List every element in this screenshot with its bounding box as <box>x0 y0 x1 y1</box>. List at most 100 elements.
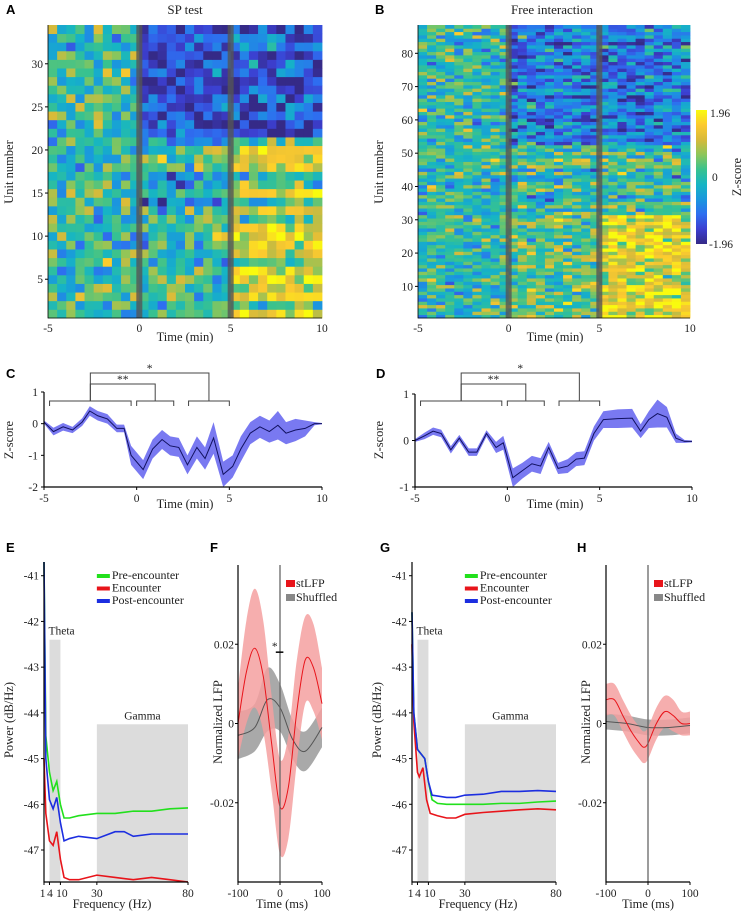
heatmap-cell <box>626 88 636 92</box>
heatmap-cell <box>508 171 519 176</box>
heatmap-cell <box>463 28 473 33</box>
heatmap-cell <box>230 300 241 310</box>
heatmap-cell <box>427 288 437 292</box>
heatmap-cell <box>436 314 446 319</box>
heatmap-cell <box>517 228 528 232</box>
heatmap-cell <box>436 288 446 292</box>
heatmap-cell <box>194 205 204 215</box>
heatmap-cell <box>48 128 58 138</box>
heatmap-cell <box>671 241 682 246</box>
heatmap-cell <box>157 292 168 302</box>
heatmap-cell <box>445 118 455 122</box>
heatmap-cell <box>185 231 195 241</box>
heatmap-cell <box>427 44 437 49</box>
heatmap-cell <box>644 274 655 279</box>
heatmap-cell <box>599 314 609 319</box>
heatmap-cell <box>148 119 158 129</box>
heatmap-cell <box>626 64 636 69</box>
heatmap-cell <box>581 141 591 146</box>
heatmap-cell <box>212 266 222 276</box>
heatmap-cell <box>517 34 528 39</box>
heatmap-cell <box>626 218 636 222</box>
heatmap-cell <box>463 291 473 296</box>
heatmap-cell <box>75 180 85 190</box>
heatmap-cell <box>445 148 455 152</box>
heatmap-cell <box>608 238 618 242</box>
heatmap-cell <box>418 98 428 102</box>
y-tick-label: -1 <box>399 482 409 494</box>
heatmap-cell <box>662 41 673 46</box>
heatmap-cell <box>490 288 500 292</box>
heatmap-cell <box>526 311 537 316</box>
heatmap-cell <box>662 48 673 53</box>
heatmap-cell <box>653 218 664 222</box>
heatmap-cell <box>572 314 582 319</box>
heatmap-cell <box>617 81 627 86</box>
heatmap-cell <box>454 224 464 229</box>
group-bracket <box>420 400 503 406</box>
heatmap-cell <box>490 234 500 239</box>
heatmap-cell <box>581 248 591 252</box>
heatmap-cell <box>490 64 500 69</box>
heatmap-cell <box>294 257 305 267</box>
heatmap-cell <box>139 257 149 267</box>
heatmap-cell <box>644 308 655 312</box>
event-marker <box>136 25 143 318</box>
heatmap-cell <box>517 74 528 79</box>
heatmap-cell <box>445 251 455 256</box>
heatmap-cell <box>526 228 537 232</box>
heatmap-cell <box>617 231 627 236</box>
heatmap-cell <box>84 249 95 259</box>
heatmap-cell <box>490 41 500 46</box>
heatmap-cell <box>445 71 455 76</box>
heatmap-cell <box>436 258 446 262</box>
heatmap-cell <box>194 59 204 69</box>
heatmap-cell <box>472 251 482 256</box>
heatmap-cell <box>472 104 482 109</box>
heatmap-cell <box>102 205 113 215</box>
heatmap-cell <box>599 128 609 132</box>
heatmap-cell <box>617 284 627 289</box>
panel-letter-c: C <box>6 366 16 381</box>
heatmap-cell <box>563 118 573 122</box>
heatmap-cell <box>303 205 314 215</box>
y-tick-label: -43 <box>392 662 408 674</box>
heatmap-cell <box>535 101 546 106</box>
heatmap-cell <box>185 309 195 319</box>
heatmap-cell <box>490 201 500 206</box>
heatmap-cell <box>285 283 295 293</box>
heatmap-cell <box>517 204 528 209</box>
legend-swatch <box>654 580 663 587</box>
heatmap-cell <box>590 278 600 282</box>
heatmap-cell <box>436 284 446 289</box>
heatmap-cell <box>544 258 555 262</box>
heatmap-cell <box>84 145 95 155</box>
heatmap-cell <box>572 284 582 289</box>
heatmap-cell <box>608 71 618 76</box>
heatmap-cell <box>671 144 682 149</box>
heatmap-cell <box>490 168 500 172</box>
heatmap-cell <box>653 251 664 256</box>
heatmap-cell <box>680 294 691 299</box>
heatmap-cell <box>285 162 295 172</box>
heatmap-cell <box>644 181 655 186</box>
heatmap-cell <box>526 171 537 176</box>
heatmap-cell <box>508 31 519 36</box>
heatmap-cell <box>463 81 473 86</box>
heatmap-cell <box>418 291 428 296</box>
y-tick-label: -0.02 <box>578 798 602 810</box>
heatmap-cell <box>662 61 673 66</box>
heatmap-cell <box>508 61 519 66</box>
heatmap-cell <box>526 244 537 249</box>
heatmap-cell <box>535 131 546 136</box>
heatmap-cell <box>653 154 664 159</box>
heatmap-cell <box>436 158 446 162</box>
heatmap-cell <box>239 33 250 43</box>
heatmap-cell <box>57 162 67 172</box>
heatmap-cell <box>436 41 446 46</box>
heatmap-cell <box>572 54 582 59</box>
heatmap-cell <box>590 284 600 289</box>
heatmap-cell <box>481 211 491 216</box>
y-tick-label: -46 <box>24 799 40 811</box>
heatmap-cell <box>139 162 149 172</box>
